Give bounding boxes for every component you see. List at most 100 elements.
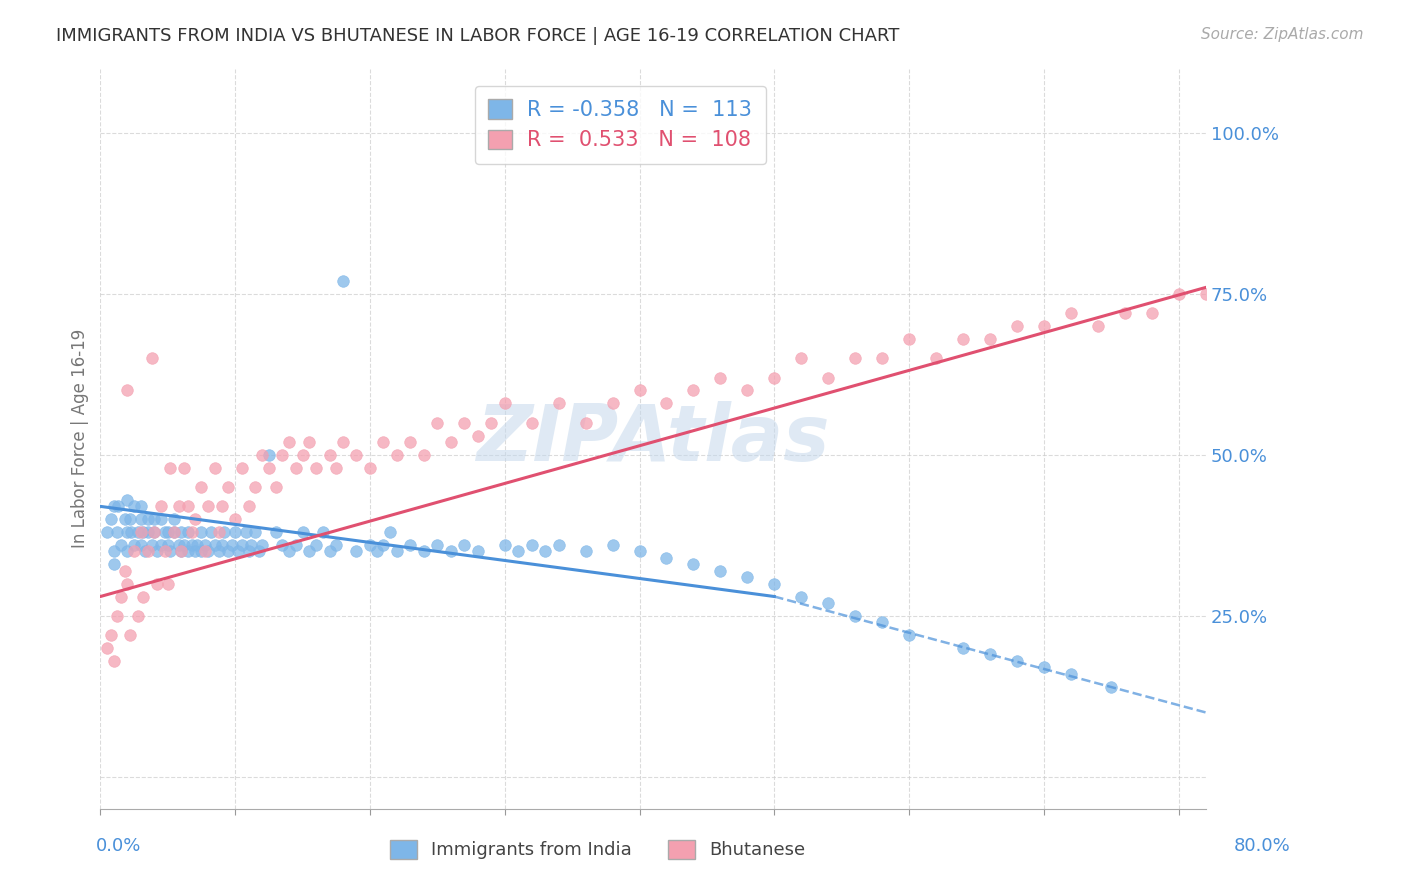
Point — [194, 544, 217, 558]
Point — [412, 448, 434, 462]
Point — [426, 538, 449, 552]
Point — [332, 434, 354, 449]
Point — [628, 544, 651, 558]
Point — [96, 525, 118, 540]
Point — [163, 525, 186, 540]
Point — [737, 570, 759, 584]
Point — [221, 538, 243, 552]
Point — [114, 512, 136, 526]
Point — [817, 596, 839, 610]
Point — [373, 434, 395, 449]
Point — [440, 434, 463, 449]
Point — [141, 538, 163, 552]
Point — [271, 448, 294, 462]
Point — [520, 416, 543, 430]
Point — [332, 274, 354, 288]
Point — [534, 544, 557, 558]
Point — [136, 512, 159, 526]
Point — [979, 332, 1001, 346]
Point — [453, 538, 475, 552]
Point — [250, 448, 273, 462]
Point — [870, 351, 893, 366]
Point — [186, 538, 208, 552]
Point — [1384, 242, 1406, 256]
Point — [1222, 268, 1244, 282]
Point — [291, 448, 314, 462]
Point — [575, 416, 598, 430]
Point — [278, 544, 301, 558]
Point — [183, 544, 205, 558]
Point — [318, 448, 340, 462]
Point — [359, 538, 381, 552]
Point — [453, 416, 475, 430]
Point — [117, 492, 139, 507]
Point — [122, 538, 145, 552]
Point — [790, 351, 813, 366]
Point — [655, 550, 678, 565]
Point — [682, 558, 704, 572]
Point — [231, 460, 253, 475]
Point — [325, 538, 347, 552]
Point — [898, 332, 921, 346]
Point — [385, 544, 408, 558]
Point — [240, 538, 263, 552]
Point — [1195, 286, 1218, 301]
Point — [183, 512, 205, 526]
Point — [440, 544, 463, 558]
Point — [547, 396, 569, 410]
Point — [1060, 306, 1083, 320]
Point — [156, 525, 179, 540]
Point — [271, 538, 294, 552]
Point — [177, 500, 200, 514]
Point — [1275, 268, 1298, 282]
Point — [200, 525, 222, 540]
Point — [103, 558, 125, 572]
Point — [163, 512, 186, 526]
Point — [1005, 319, 1028, 334]
Point — [167, 500, 190, 514]
Point — [1329, 242, 1351, 256]
Point — [494, 396, 516, 410]
Point — [118, 512, 141, 526]
Point — [117, 525, 139, 540]
Point — [170, 544, 193, 558]
Point — [117, 384, 139, 398]
Point — [208, 544, 231, 558]
Point — [170, 544, 193, 558]
Point — [763, 370, 786, 384]
Point — [298, 544, 321, 558]
Text: 80.0%: 80.0% — [1234, 837, 1291, 855]
Point — [214, 525, 236, 540]
Point — [278, 434, 301, 449]
Point — [107, 500, 129, 514]
Point — [181, 538, 204, 552]
Point — [790, 590, 813, 604]
Point — [226, 544, 249, 558]
Point — [844, 351, 866, 366]
Point — [150, 538, 173, 552]
Point — [190, 480, 212, 494]
Point — [602, 396, 624, 410]
Point — [952, 332, 974, 346]
Point — [426, 416, 449, 430]
Point — [224, 512, 246, 526]
Point — [117, 544, 139, 558]
Point — [110, 590, 132, 604]
Point — [399, 434, 422, 449]
Point — [217, 480, 239, 494]
Point — [105, 608, 128, 623]
Point — [399, 538, 422, 552]
Point — [245, 480, 267, 494]
Point — [1140, 306, 1163, 320]
Point — [122, 544, 145, 558]
Point — [1087, 319, 1109, 334]
Point — [305, 460, 328, 475]
Point — [181, 525, 204, 540]
Point — [257, 460, 280, 475]
Point — [737, 384, 759, 398]
Point — [143, 525, 166, 540]
Legend: R = -0.358   N =  113, R =  0.533   N =  108: R = -0.358 N = 113, R = 0.533 N = 108 — [475, 86, 766, 163]
Point — [249, 544, 271, 558]
Point — [127, 608, 149, 623]
Text: ZIPAtlas: ZIPAtlas — [477, 401, 830, 476]
